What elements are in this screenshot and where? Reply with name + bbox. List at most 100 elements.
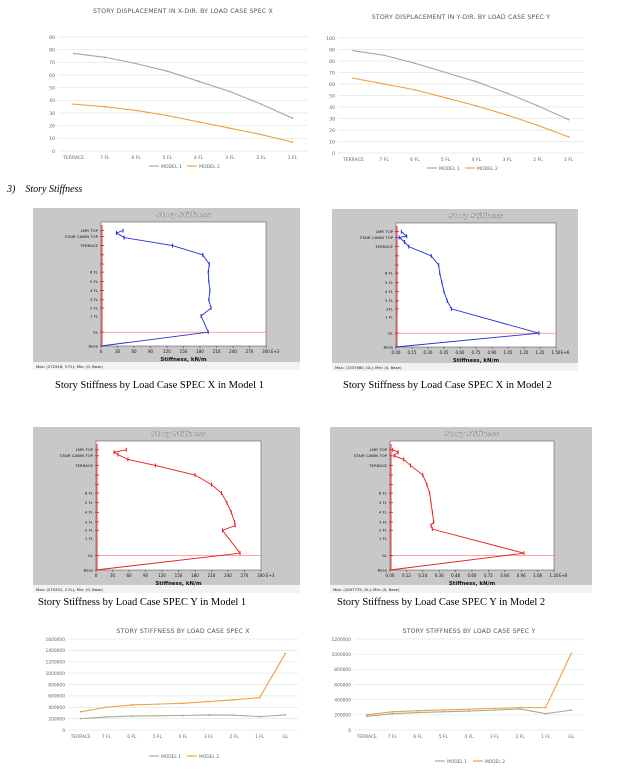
x-unit-label: E+6 [559,573,568,578]
x-tick-label: 4 FL [178,734,188,740]
chart-displacement-x: STORY DISPLACEMENT IN X-DIR. BY LOAD CAS… [49,8,308,170]
x-tick-label: 120 [163,349,171,354]
x-tick-label: 30 [115,349,121,354]
data-point [570,652,573,655]
data-point [391,710,394,713]
story-label: 3 FL [90,297,99,302]
legend-label: MODEL 2 [485,759,505,765]
status-bar [33,362,300,370]
data-point [444,71,447,74]
story-label: TERRACE [368,463,387,468]
data-point [228,90,231,93]
data-point [383,83,386,85]
data-point [260,103,263,106]
data-point [519,708,522,710]
y-tick-label: 1000000 [45,671,65,677]
data-point [105,716,108,718]
story-label: Base [384,344,394,349]
data-point [156,703,159,706]
plot-title: Story Stiffness [151,430,205,438]
data-point [130,704,133,706]
story-label: 6 FL [385,271,394,276]
y-tick-label: 40 [329,105,335,111]
x-tick-label: 270 [241,573,249,578]
y-tick-label: 90 [329,47,335,53]
data-point [365,715,368,718]
y-tick-label: 1000000 [331,652,351,658]
x-tick-label: 1 FL [255,734,265,740]
data-point [135,62,138,65]
x-tick-label: 3 FL [225,155,235,161]
data-point [442,709,445,711]
y-tick-label: 1200000 [331,637,351,643]
data-point [258,696,261,699]
data-point [536,104,539,107]
x-tick-label: 4 FL [464,734,474,740]
story-label: STAIR CABIN TOP [65,234,99,239]
status-bar [330,585,592,593]
y-tick-label: 600000 [48,694,65,700]
data-point [72,103,75,106]
x-axis-label: Stiffness, kN/m [155,581,202,587]
y-tick-label: 60 [329,82,335,88]
data-point [413,62,416,65]
x-tick-label: 0 [100,349,103,354]
x-tick-label: 7 FL [100,155,110,161]
x-tick-label: 150 [180,349,188,354]
data-point [475,104,478,107]
x-tick-label: 6 FL [127,734,137,740]
x-tick-label: 270 [246,349,254,354]
stiffness-line [100,230,212,347]
data-point [475,80,478,83]
data-point [72,52,75,55]
data-point [197,80,200,83]
etabs-stiffness-specx-model2: Max: (1337980, GL); Min: (0, Base) Story … [332,209,578,371]
y-tick-label: 50 [329,93,335,99]
legend-label: MODEL 1 [447,759,467,765]
y-tick-label: 1400000 [45,648,65,654]
x-tick-label: GL [568,734,574,740]
etabs-stiffness-specy-model2: Max: (1007779, GL); Min: (0, Base) Story … [330,427,592,593]
data-point [207,700,210,703]
x-tick-label: 0.90 [488,350,497,355]
y-tick-label: 60 [49,73,55,79]
data-point [383,54,386,57]
story-label: 6 FL [85,490,94,495]
status-text: Max: (272916, 3 FL); Min: (0, Base) [36,364,103,369]
y-tick-label: 200000 [48,716,65,722]
status-bar [332,363,578,371]
x-tick-label: 0.36 [435,573,444,578]
legend-label: MODEL 1 [161,754,181,760]
x-tick-label: 5 FL [163,155,173,161]
x-tick-label: 2 FL [516,734,526,740]
data-point [291,141,294,144]
x-tick-label: 0.60 [468,573,477,578]
x-tick-label: 0.84 [500,573,509,578]
x-tick-label: 210 [208,573,216,578]
y-tick-label: 200000 [334,713,351,719]
story-label: 6 FL [379,490,388,495]
data-point [166,114,169,117]
data-point [365,713,368,716]
x-tick-label: 3 FL [204,734,214,740]
y-tick-label: 0 [62,728,65,734]
story-label: TERRACE [74,463,93,468]
status-bar [33,585,300,593]
y-tick-label: 90 [49,35,55,41]
x-tick-label: 0.75 [472,350,481,355]
x-tick-label: 210 [213,349,221,354]
data-point [444,96,447,99]
x-tick-label: 6 FL [131,155,141,161]
story-label: TERRACE [79,243,98,248]
x-tick-label: 0 [95,573,98,578]
y-tick-label: 1200000 [45,660,65,666]
plot-title: Story Stiffness [156,211,210,219]
chart-title: STORY DISPLACEMENT IN X-DIR. BY LOAD CAS… [93,8,273,15]
story-label: 1 FL [90,313,99,318]
x-tick-label: 7 FL [379,157,389,163]
x-tick-label: 1 FL [288,155,298,161]
y-tick-label: 10 [49,136,55,142]
section-title: Story Stiffness [25,184,83,195]
legend-label: MODEL 2 [199,164,220,170]
x-tick-label: 5 FL [439,734,449,740]
